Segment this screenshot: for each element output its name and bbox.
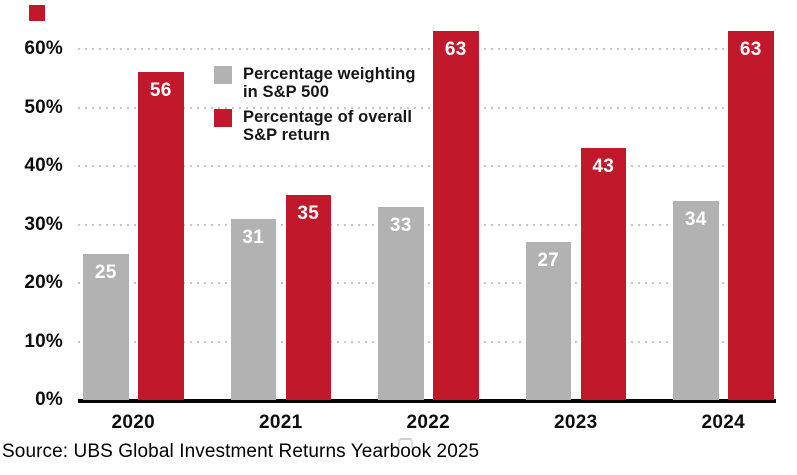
gridline-30% [78,223,776,226]
ytick-label-50%: 50% [24,96,63,118]
ytick-label-0%: 0% [35,389,63,410]
category-label-2023: 2023 [554,412,598,433]
bar-weighting-2020: 25 [83,253,129,400]
bar-return-2023: 43 [580,148,626,400]
ytick-label-60%: 60% [24,38,63,59]
bar-return-2021: 35 [285,195,331,400]
legend-item-return: Percentage of overall S&P return [214,108,416,144]
bar-value-label: 63 [739,39,762,61]
small-box-artifact [398,438,413,448]
bar-value-label: 35 [297,203,320,225]
category-label-2024: 2024 [701,412,745,433]
ytick-label-20%: 20% [24,272,63,293]
bar-weighting-2022: 33 [378,206,424,400]
bar-weighting-2024: 34 [673,201,719,400]
bar-value-label: 56 [149,80,172,102]
legend-label-weighting: Percentage weighting in S&P 500 [243,65,416,102]
bar-value-label: 34 [684,209,707,231]
bar-weighting-2023: 27 [525,242,571,400]
source-note: Source: UBS Global Investment Returns Ye… [2,441,480,462]
bar-value-label: 63 [444,39,467,61]
brand-red-square-icon [29,5,45,21]
bar-return-2024: 63 [728,31,774,400]
gridline-60% [78,48,776,50]
legend-item-weighting: Percentage weighting in S&P 500 [214,65,416,101]
gridline-10% [78,340,776,343]
gridline-50% [78,106,776,109]
ytick-label-30%: 30% [24,213,63,235]
category-label-2020: 2020 [111,412,155,433]
bar-return-2022: 63 [433,31,479,400]
bar-value-label: 27 [537,250,560,272]
red-square-swatch-icon [214,109,232,128]
gray-square-swatch-icon [214,66,232,84]
bar-value-label: 31 [242,226,265,248]
x-axis-line [78,399,776,403]
bar-weighting-2021: 31 [230,218,276,400]
gridline-20% [78,282,776,284]
bar-value-label: 43 [592,156,615,178]
category-label-2022: 2022 [406,412,450,433]
chart-legend: Percentage weighting in S&P 500 Percenta… [214,65,416,145]
bar-value-label: 33 [389,214,412,236]
ytick-label-40%: 40% [24,155,63,176]
ytick-label-10%: 10% [24,330,63,352]
gridline-40% [78,165,776,167]
bar-value-label: 25 [94,261,117,283]
bar-return-2020: 56 [138,72,184,400]
category-label-2021: 2021 [259,412,303,433]
legend-label-return: Percentage of overall S&P return [243,108,413,145]
